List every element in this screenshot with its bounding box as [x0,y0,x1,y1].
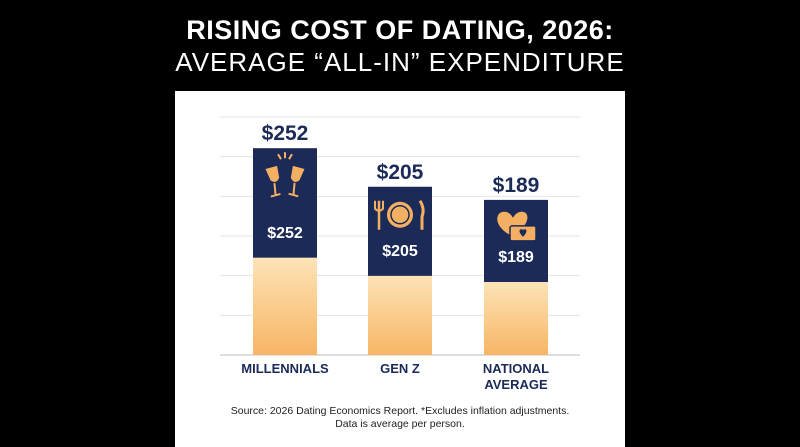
source-note: Source: 2026 Dating Economics Report. *E… [175,405,625,431]
bar-inner-value-label: $252 [267,225,303,242]
bar-bottom-segment [484,282,548,355]
bar-bottom-segment [253,257,317,355]
ticket-heart [519,229,527,237]
source-line-1: Source: 2026 Dating Economics Report. *E… [230,405,570,417]
bar-value-label: $205 [377,161,424,184]
bar-value-label: $252 [262,122,309,145]
category-label: AVERAGE [484,377,548,392]
fork-tines [374,200,384,212]
bar-inner-value-label: $205 [382,243,418,260]
bar-chart: $252 $252 MILLENNIALS $205 $205 GEN Z $189 $189… [220,116,580,392]
chart-panel: $252 $252 MILLENNIALS $205 $205 GEN Z $189 $189… [175,91,625,447]
glass-stem-left [273,183,277,196]
glass-foot-left [270,193,281,198]
bar-top-segment [368,186,432,276]
source-line-2: Data is average per person. [335,418,465,430]
plate-fork-knife-icon [374,199,425,230]
glass-bowl-left [265,165,280,182]
bar-bottom-segment [368,275,432,355]
sparkle [277,153,282,160]
plate-rim [390,205,410,225]
bar-top-segment [253,148,317,258]
glass-stem-right [292,182,296,196]
category-label: NATIONAL [483,361,549,376]
chart-title: RISING COST OF DATING, 2026: AVERAGE “AL… [0,14,800,78]
glass-foot-right [288,192,299,198]
glass-bowl-right [290,165,305,182]
category-label: GEN Z [380,361,420,376]
title-line-1: RISING COST OF DATING, 2026: [186,15,614,45]
category-label: MILLENNIALS [241,361,329,376]
sparkle [288,153,293,160]
bar-inner-value-label: $189 [498,249,534,266]
champagne-glasses-icon [265,152,305,198]
bar-value-label: $189 [493,174,540,197]
title-line-2: AVERAGE “ALL-IN” EXPENDITURE [175,47,625,77]
heart-ticket-icon [497,211,537,242]
knife [418,199,425,230]
